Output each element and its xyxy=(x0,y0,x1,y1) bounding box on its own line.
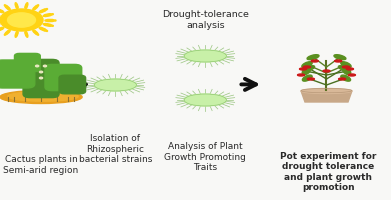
FancyBboxPatch shape xyxy=(59,75,86,94)
Ellipse shape xyxy=(343,66,350,68)
Ellipse shape xyxy=(338,66,350,71)
Ellipse shape xyxy=(348,74,355,76)
Circle shape xyxy=(0,9,43,31)
FancyBboxPatch shape xyxy=(0,60,35,88)
FancyBboxPatch shape xyxy=(45,64,82,91)
Ellipse shape xyxy=(302,75,312,81)
FancyBboxPatch shape xyxy=(23,59,59,98)
Polygon shape xyxy=(301,91,352,102)
Circle shape xyxy=(43,65,47,67)
Ellipse shape xyxy=(8,92,78,101)
Ellipse shape xyxy=(184,94,226,106)
Ellipse shape xyxy=(94,79,136,91)
Ellipse shape xyxy=(346,68,353,70)
Circle shape xyxy=(39,71,43,73)
Text: Pot experiment for
drought tolerance
and plant growth
promotion: Pot experiment for drought tolerance and… xyxy=(280,152,377,192)
Text: Cactus plants in
Semi-arid region: Cactus plants in Semi-arid region xyxy=(4,155,79,175)
Ellipse shape xyxy=(184,50,226,62)
Text: Drought-tolerance
analysis: Drought-tolerance analysis xyxy=(162,10,249,30)
Circle shape xyxy=(39,77,43,79)
Text: Analysis of Plant
Growth Promoting
Traits: Analysis of Plant Growth Promoting Trait… xyxy=(164,142,246,172)
Ellipse shape xyxy=(300,68,307,70)
Ellipse shape xyxy=(301,88,352,94)
Ellipse shape xyxy=(334,55,346,60)
Ellipse shape xyxy=(298,74,305,76)
FancyBboxPatch shape xyxy=(14,53,40,72)
Ellipse shape xyxy=(341,75,351,81)
Ellipse shape xyxy=(303,66,315,71)
Ellipse shape xyxy=(307,55,319,60)
Circle shape xyxy=(36,65,39,67)
Ellipse shape xyxy=(323,70,330,72)
Ellipse shape xyxy=(341,62,351,68)
Circle shape xyxy=(7,13,36,27)
Ellipse shape xyxy=(307,78,314,80)
Ellipse shape xyxy=(302,62,312,68)
Ellipse shape xyxy=(335,60,342,62)
Ellipse shape xyxy=(311,60,318,62)
Ellipse shape xyxy=(0,90,82,104)
Ellipse shape xyxy=(339,78,346,80)
Ellipse shape xyxy=(343,68,351,75)
Ellipse shape xyxy=(303,66,310,68)
Text: Isolation of
Rhizospheric
bacterial strains: Isolation of Rhizospheric bacterial stra… xyxy=(79,134,152,164)
Ellipse shape xyxy=(302,68,310,75)
